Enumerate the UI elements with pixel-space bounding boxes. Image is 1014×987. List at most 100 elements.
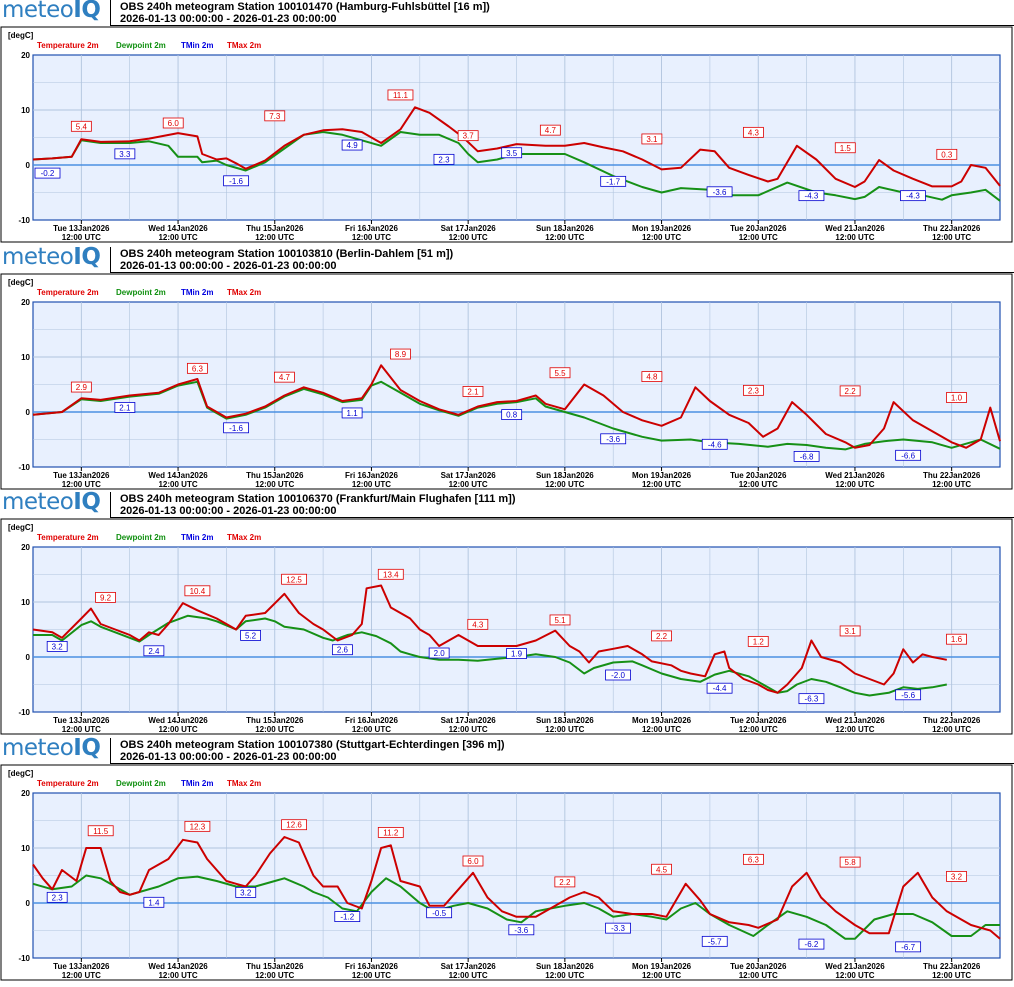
panel-frame: [0, 518, 1013, 735]
label-box: [747, 635, 769, 647]
label-box: [605, 669, 631, 681]
label-box: [506, 648, 527, 659]
label-box: [549, 367, 571, 379]
temperature-series-line: [32, 836, 1001, 940]
label-value: -3.6: [606, 435, 620, 444]
tmin-label: -1.7: [600, 175, 627, 187]
label-value: 3.7: [463, 132, 475, 141]
meteogram-panel-berlin: meteoIQ OBS 240h meteogram Station 10010…: [0, 244, 1014, 492]
label-box: [946, 633, 967, 645]
label-value: 8.9: [395, 350, 407, 359]
label-box: [706, 682, 733, 694]
label-value: 2.1: [467, 387, 479, 396]
x-tick-label: Tue 20Jan2026: [730, 471, 787, 480]
tmin-label: 0.8: [501, 409, 523, 421]
label-value: 3.3: [119, 150, 131, 159]
tmax-label: 2.9: [70, 381, 92, 393]
x-tick-time-label: 12:00 UTC: [545, 480, 584, 489]
tmax-label: 1.6: [946, 633, 967, 645]
meteogram-panel-frankfurt: meteoIQ OBS 240h meteogram Station 10010…: [0, 489, 1014, 738]
tmax-label: 5.4: [70, 120, 92, 132]
station-title: OBS 240h meteogram Station 100106370 (Fr…: [120, 493, 516, 505]
x-tick-time-label: 12:00 UTC: [158, 233, 197, 242]
x-tick-label: Tue 13Jan2026: [53, 716, 110, 725]
tmin-label: -1.6: [223, 175, 249, 187]
legend-item: TMax 2m: [227, 533, 261, 542]
label-value: 10.4: [190, 587, 206, 596]
label-box: [839, 385, 861, 397]
y-tick-label: -10: [18, 954, 30, 963]
tmin-label: 3.3: [114, 148, 136, 160]
x-tick-label: Tue 20Jan2026: [730, 224, 787, 233]
label-box: [462, 855, 484, 867]
y-tick-label: 10: [21, 106, 30, 115]
label-value: 1.1: [347, 409, 359, 418]
meteoiq-logo[interactable]: meteoIQ: [2, 0, 101, 23]
tmax-label: 1.5: [834, 142, 856, 154]
tmin-label: 4.9: [341, 139, 363, 151]
header-divider: [110, 492, 111, 517]
tmin-label: 1.9: [506, 648, 527, 659]
tmax-label: 8.9: [390, 348, 411, 360]
label-value: -5.6: [901, 691, 915, 700]
meteoiq-logo[interactable]: meteoIQ: [2, 735, 101, 761]
meteoiq-logo[interactable]: meteoIQ: [2, 489, 101, 515]
label-value: -1.7: [606, 177, 620, 186]
label-box: [539, 124, 561, 136]
x-tick-label: Thu 22Jan2026: [923, 716, 981, 725]
label-value: 6.0: [168, 119, 180, 128]
x-tick-time-label: 12:00 UTC: [642, 233, 681, 242]
station-title: OBS 240h meteogram Station 100103810 (Be…: [120, 248, 454, 260]
label-box: [946, 870, 967, 882]
label-value: 12.3: [190, 822, 206, 831]
label-box: [70, 381, 92, 393]
tmin-label: -3.6: [706, 186, 733, 198]
x-tick-label: Sun 18Jan2026: [536, 471, 594, 480]
header-rule: [110, 25, 1014, 26]
tmin-label: -3.6: [508, 924, 535, 936]
panel-title: OBS 240h meteogram Station 100101470 (Ha…: [120, 1, 490, 25]
tmin-label: 2.3: [433, 153, 455, 165]
label-box: [501, 147, 523, 159]
x-tick-label: Tue 20Jan2026: [730, 716, 787, 725]
y-tick-label: 20: [21, 298, 30, 307]
label-box: [839, 625, 861, 637]
label-value: 3.5: [506, 149, 518, 158]
label-box: [426, 907, 453, 919]
x-tick-label: Fri 16Jan2026: [345, 224, 398, 233]
legend-item: Dewpoint 2m: [116, 41, 166, 50]
tmax-label: 4.5: [651, 863, 672, 875]
x-tick-label: Tue 13Jan2026: [53, 962, 110, 971]
temperature-series-line: [32, 106, 1001, 188]
period-label: 2026-01-13 00:00:00 - 2026-01-23 00:00:0…: [120, 505, 337, 517]
label-value: 1.9: [511, 650, 523, 659]
x-tick-time-label: 12:00 UTC: [352, 233, 391, 242]
label-value: 4.3: [748, 128, 760, 137]
label-box: [834, 142, 856, 154]
tmax-label: 3.7: [457, 130, 479, 142]
dewpoint-series-line: [32, 874, 1000, 940]
x-tick-time-label: 12:00 UTC: [835, 233, 874, 242]
tmax-label: 3.1: [641, 133, 663, 145]
label-box: [274, 371, 295, 383]
label-box: [651, 630, 672, 642]
meteogram-chart: [degC]Temperature 2m Dewpoint 2m TMin 2m TM…: [0, 26, 1013, 243]
label-box: [743, 384, 764, 396]
label-value: 3.2: [52, 642, 64, 651]
tmin-label: -6.8: [793, 450, 820, 462]
meteoiq-logo[interactable]: meteoIQ: [2, 244, 101, 270]
label-box: [706, 186, 733, 198]
label-box: [895, 941, 922, 953]
tmin-label: 3.5: [501, 147, 523, 159]
x-tick-time-label: 12:00 UTC: [62, 233, 101, 242]
header-rule: [110, 517, 1014, 518]
label-value: -4.3: [906, 192, 920, 201]
label-value: 11.2: [383, 828, 399, 837]
label-box: [334, 911, 361, 923]
tmax-label: 6.0: [162, 117, 184, 129]
legend-item: Dewpoint 2m: [116, 533, 166, 542]
x-tick-time-label: 12:00 UTC: [352, 725, 391, 734]
tmax-label: 3.1: [839, 625, 861, 637]
tmin-label: 5.2: [240, 629, 261, 641]
label-box: [235, 886, 257, 898]
